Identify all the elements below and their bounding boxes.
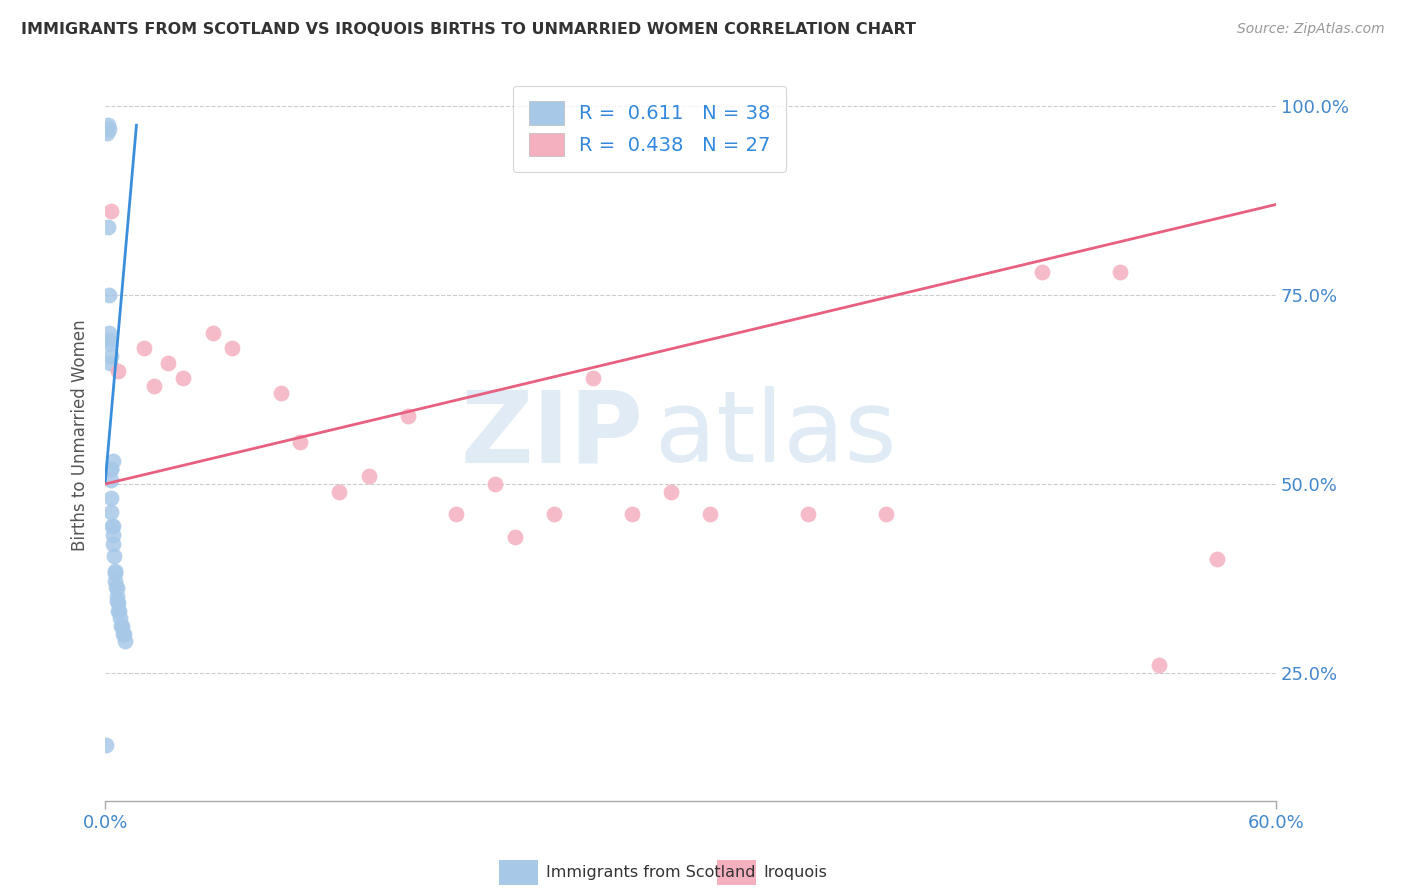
Point (100, 462, 122, 476)
Point (104, 581, 127, 595)
Point (201, 326, 224, 340)
Point (101, 518, 124, 533)
Point (98, 356, 121, 370)
Point (108, 611, 131, 625)
Point (111, 626, 134, 640)
Point (100, 203, 122, 218)
Point (103, 549, 125, 563)
Point (108, 604, 131, 618)
Point (290, 435, 312, 450)
Point (103, 564, 125, 578)
Point (96, 738, 118, 752)
Point (1206, 552, 1229, 566)
Point (484, 477, 506, 491)
Point (105, 589, 128, 603)
Point (96, 126, 118, 140)
Point (97, 288, 120, 302)
Point (101, 518, 124, 533)
Point (105, 594, 128, 608)
Point (172, 371, 194, 385)
Point (107, 364, 129, 378)
Point (96, 118, 118, 132)
Point (134, 341, 156, 355)
Point (104, 566, 127, 580)
Point (100, 349, 122, 363)
Point (699, 507, 721, 521)
Point (107, 596, 129, 610)
Point (446, 507, 468, 521)
Point (221, 341, 243, 355)
Point (101, 528, 124, 542)
Point (107, 604, 129, 618)
Point (1108, 265, 1130, 279)
Point (104, 574, 127, 588)
Point (796, 507, 818, 521)
Point (100, 462, 122, 476)
Text: Iroquois: Iroquois (763, 865, 827, 880)
Point (659, 484, 682, 499)
Point (543, 507, 565, 521)
Point (1147, 658, 1170, 673)
Point (1031, 265, 1053, 279)
Point (110, 619, 132, 633)
Point (98, 337, 121, 351)
Point (101, 454, 124, 468)
Text: Immigrants from Scotland: Immigrants from Scotland (546, 865, 755, 880)
Point (270, 386, 292, 401)
Text: IMMIGRANTS FROM SCOTLAND VS IROQUOIS BIRTHS TO UNMARRIED WOMEN CORRELATION CHART: IMMIGRANTS FROM SCOTLAND VS IROQUOIS BIR… (21, 22, 917, 37)
Text: atlas: atlas (655, 386, 897, 483)
Point (357, 469, 380, 483)
Point (503, 530, 526, 544)
Point (582, 371, 605, 385)
Point (621, 507, 644, 521)
Point (97, 220, 120, 235)
Y-axis label: Births to Unmarried Women: Births to Unmarried Women (72, 319, 89, 550)
Point (328, 484, 350, 499)
Point (98, 334, 121, 348)
Point (103, 537, 125, 551)
Point (100, 505, 122, 519)
Point (156, 356, 179, 370)
Point (143, 378, 166, 392)
Point (875, 507, 897, 521)
Text: Source: ZipAtlas.com: Source: ZipAtlas.com (1237, 22, 1385, 37)
Point (111, 619, 134, 633)
Point (396, 409, 419, 423)
Point (98, 326, 121, 340)
Point (105, 581, 128, 595)
Point (98, 122, 121, 136)
Text: ZIP: ZIP (461, 386, 644, 483)
Point (114, 634, 136, 648)
Point (112, 626, 135, 640)
Point (100, 473, 122, 487)
Legend: R =  0.611   N = 38, R =  0.438   N = 27: R = 0.611 N = 38, R = 0.438 N = 27 (513, 86, 786, 172)
Point (100, 491, 122, 505)
